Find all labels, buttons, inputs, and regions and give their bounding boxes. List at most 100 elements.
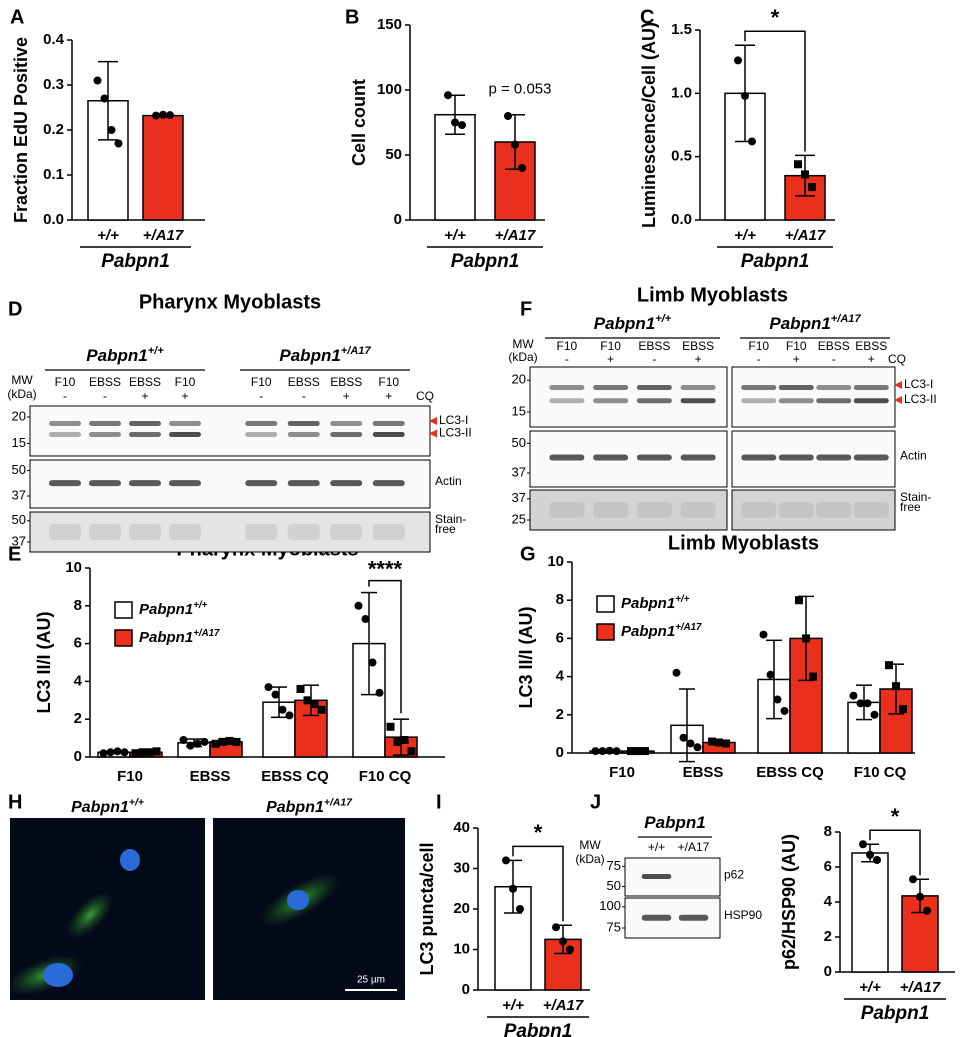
y-tick-label: 4 xyxy=(74,672,83,689)
y-tick-label: 0 xyxy=(74,748,82,765)
significance-bracket xyxy=(512,845,564,922)
significance-bracket xyxy=(869,829,921,876)
x-tick-label: EBSS CQ xyxy=(261,768,329,785)
band xyxy=(636,454,672,461)
data-point xyxy=(264,683,273,692)
data-point xyxy=(780,706,789,715)
data-point xyxy=(152,747,161,756)
group-label: Pabpn1 xyxy=(451,251,520,272)
data-point xyxy=(693,743,702,752)
data-point xyxy=(518,164,526,172)
data-point xyxy=(859,840,867,849)
row-label: Stain- xyxy=(900,490,931,504)
band xyxy=(169,421,201,426)
band xyxy=(287,480,320,487)
y-tick-label: 40 xyxy=(453,819,470,836)
genotype: +/A17 xyxy=(675,621,702,632)
y-tick-label: 4 xyxy=(556,668,565,685)
band xyxy=(169,480,201,487)
data-point xyxy=(856,699,865,708)
data-point xyxy=(502,856,510,865)
x-tick-label: +/A17 xyxy=(900,979,941,996)
band xyxy=(129,421,161,426)
band xyxy=(636,385,672,390)
data-point xyxy=(113,747,122,756)
band xyxy=(245,421,278,426)
data-point xyxy=(605,746,614,755)
gene-name: Pabpn1 xyxy=(621,595,675,612)
band xyxy=(741,385,777,390)
blot-box xyxy=(529,366,728,428)
band xyxy=(816,385,852,390)
legend-label: Pabpn1+/+ xyxy=(621,593,690,612)
lane-label: EBSS xyxy=(855,339,887,353)
significance-label: * xyxy=(771,5,780,30)
genotype: +/+ xyxy=(129,797,144,808)
data-point xyxy=(186,741,195,750)
band xyxy=(641,873,672,879)
x-tick-label: +/A17 xyxy=(785,227,826,244)
x-tick-label: EBSS xyxy=(683,764,724,781)
bar xyxy=(851,852,889,973)
row-label: Actin xyxy=(900,448,927,462)
gene-name: Pabpn1 xyxy=(266,799,324,816)
group-label: Pabpn1 xyxy=(741,251,810,272)
data-point xyxy=(801,170,809,179)
x-tick-label: +/+ xyxy=(734,227,756,244)
nucleus xyxy=(120,849,140,871)
data-point xyxy=(225,736,234,745)
blot-box xyxy=(29,405,431,457)
band xyxy=(778,502,814,518)
cq-sign: - xyxy=(63,389,67,403)
genotype: +/A17 xyxy=(831,313,862,325)
bar xyxy=(784,174,826,221)
panel-label: J xyxy=(590,791,601,813)
band xyxy=(593,398,629,404)
band xyxy=(636,398,672,404)
band xyxy=(330,421,363,426)
arrowhead xyxy=(894,381,902,389)
y-tick-label: 1.0 xyxy=(671,84,692,101)
data-point xyxy=(361,615,370,624)
y-tick-label: 0 xyxy=(556,744,564,761)
data-point xyxy=(795,596,803,605)
nucleus xyxy=(43,963,73,987)
cq-sign: - xyxy=(757,352,761,366)
row-label: free xyxy=(900,500,921,514)
cq-sign: - xyxy=(103,389,107,403)
band xyxy=(778,385,814,390)
mw-marker: 20 xyxy=(512,372,526,387)
lane-label: F10 xyxy=(175,375,196,389)
data-point xyxy=(166,111,174,120)
genotype: +/+ xyxy=(148,345,165,357)
chart-title: Limb Myoblasts xyxy=(668,532,819,554)
row-label: LC3-II xyxy=(439,426,472,440)
y-tick-label: 2 xyxy=(74,710,82,727)
lane-label: F10 xyxy=(786,339,807,353)
y-tick-label: 0.3 xyxy=(43,76,64,93)
data-point xyxy=(179,735,188,744)
data-point xyxy=(317,705,326,714)
data-point xyxy=(444,91,452,100)
row-label: Actin xyxy=(435,474,462,488)
data-point xyxy=(794,160,802,169)
band xyxy=(49,524,81,540)
x-tick-label: +/A17 xyxy=(543,997,584,1014)
blot-box xyxy=(624,857,721,897)
band xyxy=(49,421,81,426)
data-point xyxy=(100,94,109,103)
gene-name: Pabpn1 xyxy=(279,346,340,365)
x-tick-label: +/+ xyxy=(859,979,881,996)
data-point xyxy=(892,682,900,691)
lane-label: F10 xyxy=(600,339,621,353)
blot-box xyxy=(29,511,431,553)
data-point xyxy=(748,137,756,146)
lane-label: EBSS xyxy=(682,339,714,353)
x-tick-label: +/A17 xyxy=(495,227,536,244)
y-axis-label: p62/HSP90 (AU) xyxy=(779,834,799,970)
y-tick-label: 4 xyxy=(824,893,833,910)
significance-label: * xyxy=(891,804,900,829)
panel-label: H xyxy=(8,791,22,813)
mw-marker: 50 xyxy=(12,462,26,477)
